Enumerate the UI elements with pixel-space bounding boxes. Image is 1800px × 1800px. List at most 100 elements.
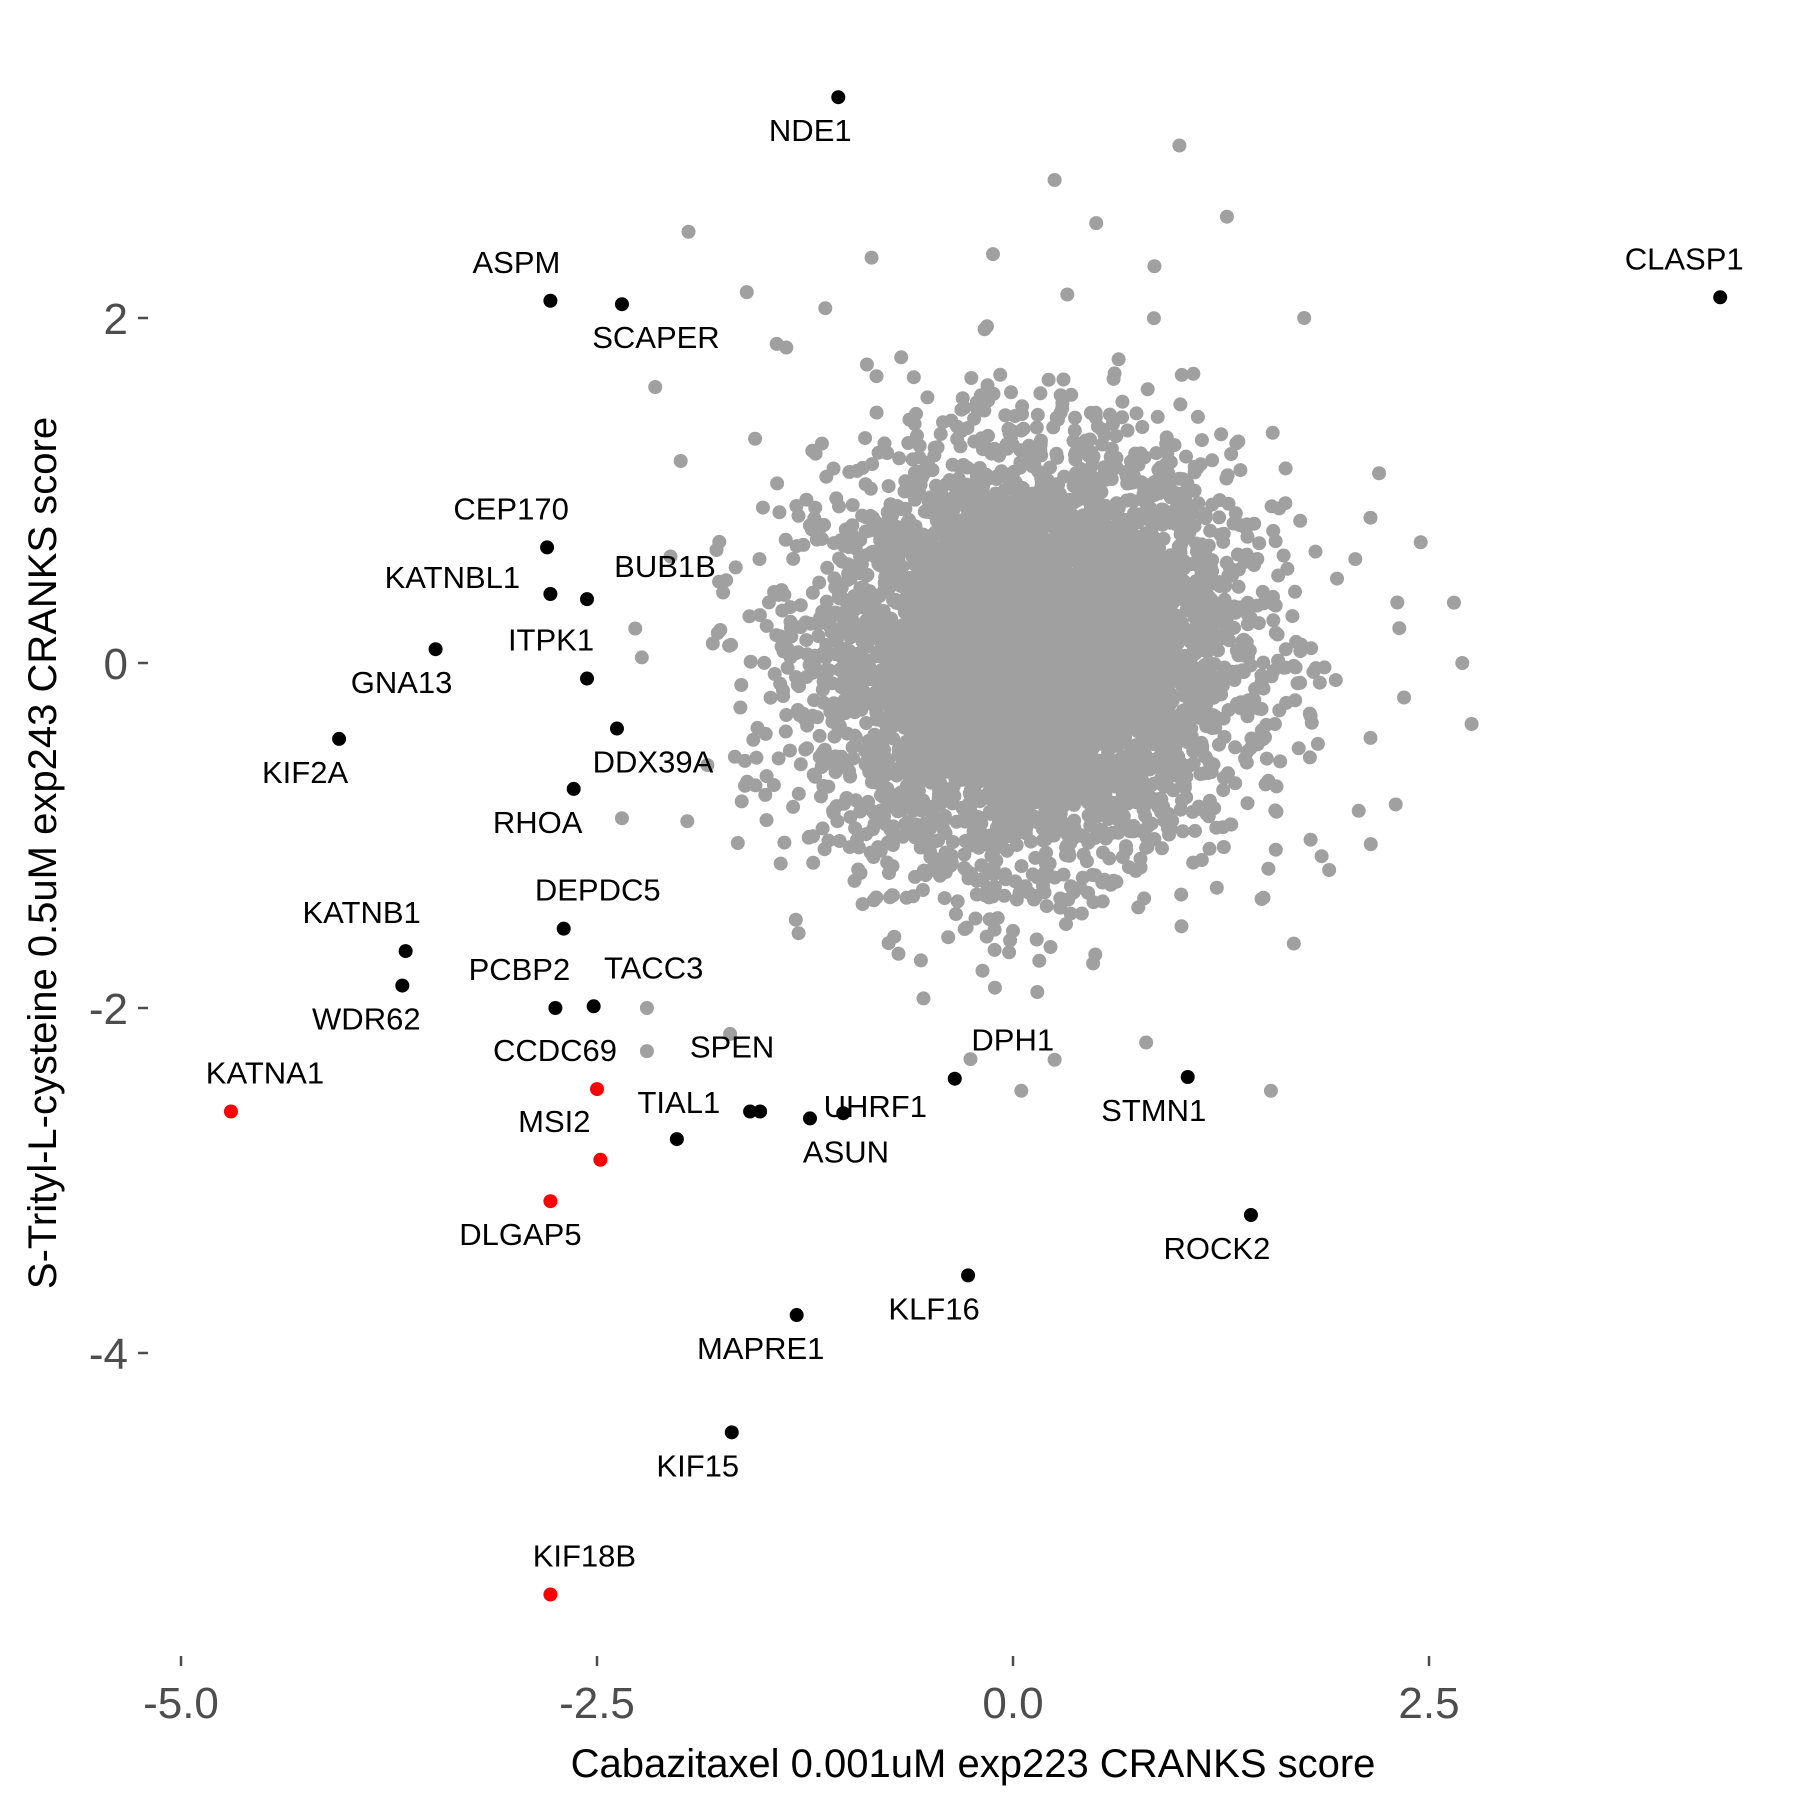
background-point <box>918 868 933 883</box>
background-point <box>812 728 827 743</box>
background-point <box>818 301 833 316</box>
background-point <box>730 836 745 850</box>
background-point <box>738 778 752 793</box>
background-point <box>791 926 806 941</box>
background-point <box>1111 352 1126 367</box>
background-point <box>1039 899 1054 914</box>
background-point <box>858 431 873 446</box>
background-point <box>949 814 964 829</box>
background-point <box>1147 475 1162 489</box>
background-point <box>975 963 990 978</box>
background-point <box>1053 891 1068 906</box>
background-point <box>984 848 999 863</box>
background-point <box>1211 643 1225 658</box>
background-point <box>835 651 850 666</box>
background-point <box>1135 420 1150 434</box>
background-point <box>948 907 963 921</box>
background-point <box>1392 621 1407 636</box>
background-point <box>1002 945 1017 960</box>
background-point <box>1312 675 1327 690</box>
background-point <box>866 850 881 864</box>
background-point <box>1098 831 1113 846</box>
background-point <box>1193 767 1208 781</box>
background-point <box>987 441 1002 456</box>
background-point <box>1278 642 1293 657</box>
background-point <box>1348 552 1363 567</box>
background-point <box>759 618 774 633</box>
background-point <box>967 411 982 426</box>
background-point <box>1111 501 1126 516</box>
background-point <box>843 769 858 784</box>
background-point <box>763 690 778 705</box>
background-point <box>815 682 830 697</box>
background-point <box>808 500 823 515</box>
background-point <box>791 508 806 523</box>
background-point <box>1195 632 1210 647</box>
background-point <box>1351 803 1366 818</box>
background-point <box>799 492 814 507</box>
background-point <box>1119 843 1134 858</box>
background-point <box>780 660 795 675</box>
background-point <box>1205 453 1220 468</box>
background-point <box>1268 842 1283 857</box>
background-point <box>845 498 860 513</box>
background-point <box>1088 405 1103 420</box>
background-point <box>722 638 737 653</box>
background-point <box>882 866 896 881</box>
background-point <box>1304 641 1319 656</box>
background-point <box>1166 712 1181 727</box>
background-point <box>807 693 822 708</box>
background-point <box>1126 468 1141 483</box>
background-point <box>1004 385 1018 400</box>
background-point <box>982 912 997 927</box>
background-point <box>1280 561 1295 576</box>
background-point <box>734 794 749 809</box>
background-point <box>1049 446 1064 461</box>
background-point <box>871 445 886 460</box>
background-point <box>891 946 906 961</box>
background-point <box>1177 780 1192 795</box>
background-point <box>1203 523 1218 538</box>
background-point <box>1214 427 1229 442</box>
background-point <box>969 873 984 888</box>
background-point <box>1068 447 1082 462</box>
background-point <box>814 531 829 546</box>
background-point <box>1212 579 1227 593</box>
background-point <box>1291 741 1306 756</box>
background-points <box>634 209 1479 1067</box>
background-point <box>1216 840 1231 854</box>
background-point <box>1288 693 1303 708</box>
background-point <box>1240 796 1255 811</box>
background-point <box>1109 429 1124 444</box>
background-point <box>1097 428 1112 443</box>
background-point <box>1048 507 1063 522</box>
background-point <box>1183 634 1198 649</box>
background-point <box>773 676 788 691</box>
background-point <box>1173 802 1188 817</box>
background-point <box>1102 851 1117 866</box>
background-point <box>821 833 836 848</box>
background-point <box>974 858 989 873</box>
background-point <box>817 517 831 532</box>
background-point <box>1033 386 1048 401</box>
background-point <box>1198 750 1213 764</box>
background-point <box>1147 488 1162 502</box>
background-point <box>920 734 934 749</box>
background-point <box>1103 450 1118 464</box>
background-point <box>906 370 921 385</box>
background-point <box>755 500 770 515</box>
background-point <box>673 454 688 468</box>
background-point <box>899 483 914 498</box>
background-point <box>909 791 924 806</box>
background-point <box>848 821 863 836</box>
background-point <box>829 799 844 814</box>
background-point <box>759 813 774 828</box>
background-point <box>938 826 953 841</box>
background-point <box>1107 366 1122 381</box>
background-point <box>815 821 830 836</box>
background-point <box>1256 681 1271 696</box>
background-point <box>793 598 808 613</box>
background-point <box>1098 472 1113 487</box>
background-point <box>1086 956 1101 971</box>
background-point <box>986 867 1001 882</box>
